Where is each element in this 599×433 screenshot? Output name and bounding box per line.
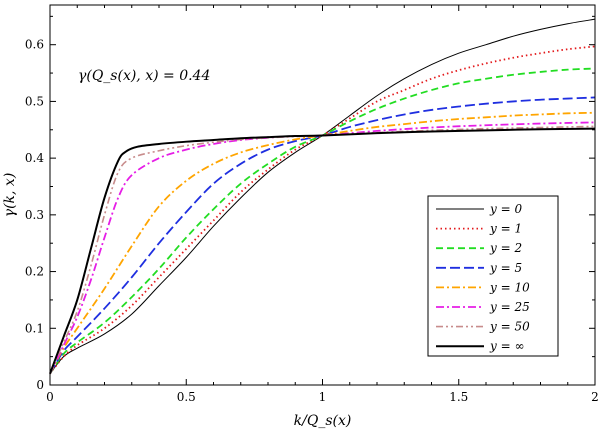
y-tick-label: 0.6 [25,38,44,52]
x-tick-label: 2 [591,390,599,404]
x-tick-label: 1 [319,390,327,404]
series-layer [49,18,596,375]
series-line-1 [49,45,596,375]
legend-label: y = 2 [489,241,522,255]
chart-annotation: γ(Q_s(x), x) = 0.44 [78,68,210,84]
y-tick-label: 0.2 [25,265,44,279]
series-line-3 [49,96,596,375]
series-line-0 [49,18,596,374]
series-line-6 [49,125,596,374]
legend-label: y = ∞ [489,339,524,353]
ticks-layer: 0 0.5 1 1.5 2 0 0.1 0.2 0.3 0.4 0.5 0.6 [25,5,599,404]
legend-label: y = 10 [489,280,530,294]
legend-box [427,195,559,357]
legend-label: y = 5 [489,261,522,275]
legend: y = 0 y = 1 y = 2 y = 5 y = 10 y = 25 y = 50 y … [427,195,559,357]
y-tick-label: 0.5 [25,94,44,108]
series-line-5 [49,121,596,375]
series-line-2 [49,67,596,375]
legend-label: y = 25 [489,300,530,314]
legend-label: y = 1 [489,222,522,236]
legend-label: y = 50 [489,320,530,334]
y-tick-label: 0 [36,378,44,392]
x-axis-label: k/Q_s(x) [294,413,352,429]
y-tick-label: 0.4 [25,151,44,165]
series-line-4 [49,111,596,375]
y-tick-label: 0.3 [25,208,44,222]
legend-label: y = 0 [489,202,522,216]
y-tick-label: 0.1 [25,321,44,335]
y-axis-label: γ(k, x) [2,173,18,218]
x-tick-label: 0 [46,390,54,404]
series-line-7 [49,127,596,375]
x-tick-label: 1.5 [449,390,468,404]
x-tick-label: 0.5 [177,390,196,404]
